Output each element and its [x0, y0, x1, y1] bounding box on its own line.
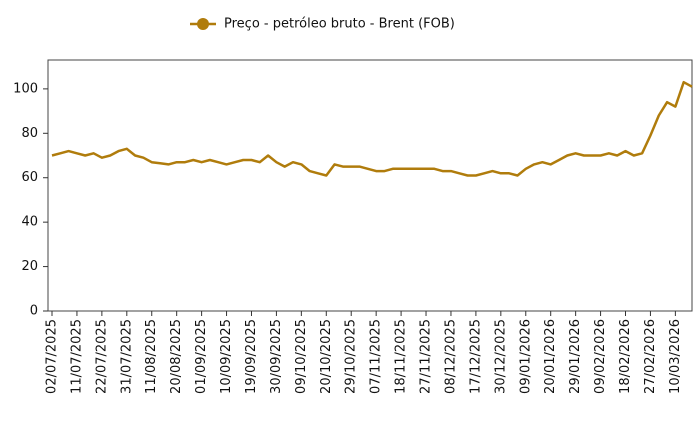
- x-tick-label: 29/10/2025: [344, 319, 359, 394]
- x-tick-label: 19/09/2025: [244, 319, 259, 394]
- x-tick-label: 20/08/2025: [169, 319, 184, 394]
- x-tick-label: 17/12/2025: [468, 319, 483, 394]
- y-tick-label: 40: [21, 215, 38, 230]
- x-tick-label: 08/12/2025: [443, 319, 458, 394]
- y-tick-label: 20: [21, 259, 38, 274]
- y-tick-label: 0: [30, 304, 38, 319]
- x-tick-label: 09/02/2026: [593, 319, 608, 394]
- x-tick-label: 20/01/2026: [543, 319, 558, 394]
- x-tick-label: 31/07/2025: [119, 319, 134, 394]
- x-tick-label: 10/09/2025: [219, 319, 234, 394]
- x-tick-label: 29/01/2026: [568, 319, 583, 394]
- x-tick-label: 10/03/2026: [668, 319, 683, 394]
- x-tick-label: 30/12/2025: [493, 319, 508, 394]
- x-tick-label: 11/08/2025: [144, 319, 159, 394]
- x-tick-label: 27/11/2025: [419, 319, 434, 394]
- legend-marker: [197, 18, 209, 30]
- x-tick-label: 22/07/2025: [94, 319, 109, 394]
- legend-label: Preço - petróleo bruto - Brent (FOB): [224, 17, 455, 32]
- x-tick-label: 09/01/2026: [518, 319, 533, 394]
- series-line: [51, 80, 693, 177]
- x-tick-label: 01/09/2025: [194, 319, 209, 394]
- x-tick-label: 18/02/2026: [618, 319, 633, 394]
- y-tick-label: 60: [21, 170, 38, 185]
- x-tick-label: 20/10/2025: [319, 319, 334, 394]
- x-tick-label: 09/10/2025: [294, 319, 309, 394]
- x-tick-label: 18/11/2025: [394, 319, 409, 394]
- x-tick-label: 02/07/2025: [45, 319, 60, 394]
- y-tick-label: 100: [13, 81, 38, 96]
- x-tick-label: 07/11/2025: [369, 319, 384, 394]
- plot-frame: [47, 59, 693, 312]
- y-tick-label: 80: [21, 126, 38, 141]
- x-tick-label: 11/07/2025: [69, 319, 84, 394]
- x-tick-label: 27/02/2026: [643, 319, 658, 394]
- x-tick-label: 30/09/2025: [269, 319, 284, 394]
